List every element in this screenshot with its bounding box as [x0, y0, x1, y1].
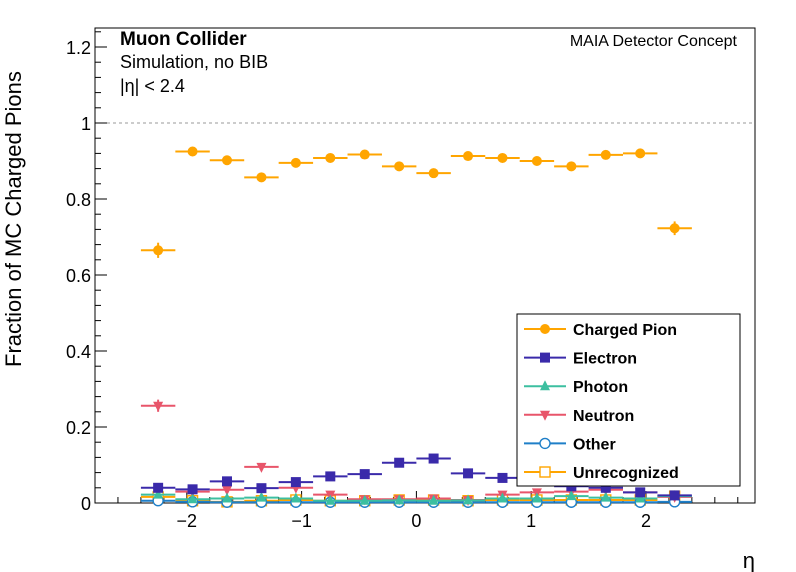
legend: Charged Pion Electron Photon Neutron Other Un… [516, 313, 741, 487]
data-point-photon [497, 492, 508, 503]
data-point-charged-pion [600, 149, 611, 160]
legend-entry-charged-pion: Charged Pion [524, 322, 677, 339]
axes: 0 0.2 0.4 0.6 0.8 1 1.2 −2 −1 0 1 2 [66, 31, 739, 531]
data-point-neutron [256, 462, 267, 473]
data-point-electron [394, 457, 405, 468]
data-point-photon [187, 493, 198, 504]
data-point-electron [463, 468, 474, 479]
y-tick-label: 0.4 [66, 342, 91, 362]
legend-box [516, 313, 741, 487]
data-point-charged-pion [325, 152, 336, 163]
y-tick-label: 1.2 [66, 38, 91, 58]
data-point-electron [669, 490, 680, 501]
data-point-electron [600, 482, 611, 493]
data-point-photon [635, 492, 646, 503]
data-point-neutron [222, 485, 232, 496]
x-tick-label: −2 [177, 511, 198, 531]
data-point-photon [153, 488, 164, 499]
data-point-charged-pion [187, 146, 198, 157]
series-layer [140, 146, 692, 508]
data-point-charged-pion [394, 161, 405, 172]
series-charged-pion [140, 146, 692, 258]
legend-entry-neutron: Neutron [524, 408, 634, 425]
data-point-charged-pion [635, 148, 646, 159]
data-point-electron [222, 476, 232, 487]
data-point-electron [256, 483, 267, 494]
data-point-photon [359, 494, 370, 505]
y-tick-label: 0.8 [66, 190, 91, 210]
legend-marker-neutron [540, 410, 550, 421]
y-tick-label: 0.6 [66, 266, 91, 286]
chart-subtitle-2: |η| < 2.4 [120, 76, 185, 96]
x-axis-label: η [743, 548, 755, 572]
chart-title: Muon Collider [120, 29, 247, 50]
y-axis-label: Fraction of MC Charged Pions [1, 71, 26, 367]
data-point-electron [325, 471, 336, 482]
data-point-photon [600, 491, 611, 502]
data-point-electron [153, 482, 164, 493]
data-point-photon [531, 492, 542, 503]
data-point-charged-pion [463, 151, 474, 162]
series-electron [140, 453, 692, 501]
data-point-photon [290, 492, 301, 503]
data-point-charged-pion [359, 149, 370, 160]
data-point-electron [359, 469, 370, 480]
legend-marker-other [539, 437, 551, 450]
data-point-charged-pion [290, 157, 301, 168]
legend-label: Neutron [573, 408, 634, 425]
legend-label: Electron [573, 351, 637, 368]
legend-marker-unrecognized [539, 466, 551, 478]
chart-subtitle-1: Simulation, no BIB [120, 52, 268, 72]
data-point-photon [256, 491, 267, 502]
legend-entry-other: Other [524, 436, 616, 453]
legend-label: Other [573, 436, 616, 453]
data-point-photon [222, 492, 232, 503]
data-point-charged-pion [428, 168, 439, 179]
data-point-neutron [153, 401, 164, 412]
legend-label: Unrecognized [573, 465, 679, 482]
data-point-electron [187, 484, 198, 495]
data-point-electron [428, 453, 439, 464]
legend-entry-unrecognized: Unrecognized [524, 465, 679, 482]
data-point-charged-pion [497, 152, 508, 163]
legend-marker-photon [540, 380, 550, 391]
y-tick-label: 0.2 [66, 418, 91, 438]
chart-title-right: MAIA Detector Concept [570, 33, 738, 50]
data-point-charged-pion [566, 161, 577, 172]
data-point-electron [290, 477, 301, 488]
y-tick-label: 1 [81, 114, 91, 134]
data-point-charged-pion [669, 223, 680, 234]
data-point-charged-pion [256, 172, 267, 183]
data-point-photon [428, 494, 439, 505]
data-point-charged-pion [531, 156, 542, 166]
legend-label: Photon [573, 379, 628, 396]
legend-marker-electron [540, 352, 550, 363]
data-point-electron [635, 487, 646, 498]
legend-marker-charged-pion [540, 324, 550, 334]
x-tick-label: 0 [411, 511, 421, 531]
data-point-photon [566, 490, 577, 501]
data-point-photon [463, 494, 474, 505]
x-tick-label: 2 [641, 511, 651, 531]
x-tick-label: 1 [526, 511, 536, 531]
data-point-photon [394, 494, 405, 505]
legend-entry-electron: Electron [524, 351, 637, 368]
data-point-charged-pion [222, 155, 232, 166]
legend-entry-photon: Photon [524, 379, 628, 396]
x-tick-label: −1 [291, 511, 312, 531]
legend-label: Charged Pion [573, 322, 677, 339]
data-point-photon [325, 494, 336, 505]
y-tick-label: 0 [81, 494, 91, 514]
data-point-electron [497, 472, 508, 483]
data-point-charged-pion [153, 245, 164, 256]
